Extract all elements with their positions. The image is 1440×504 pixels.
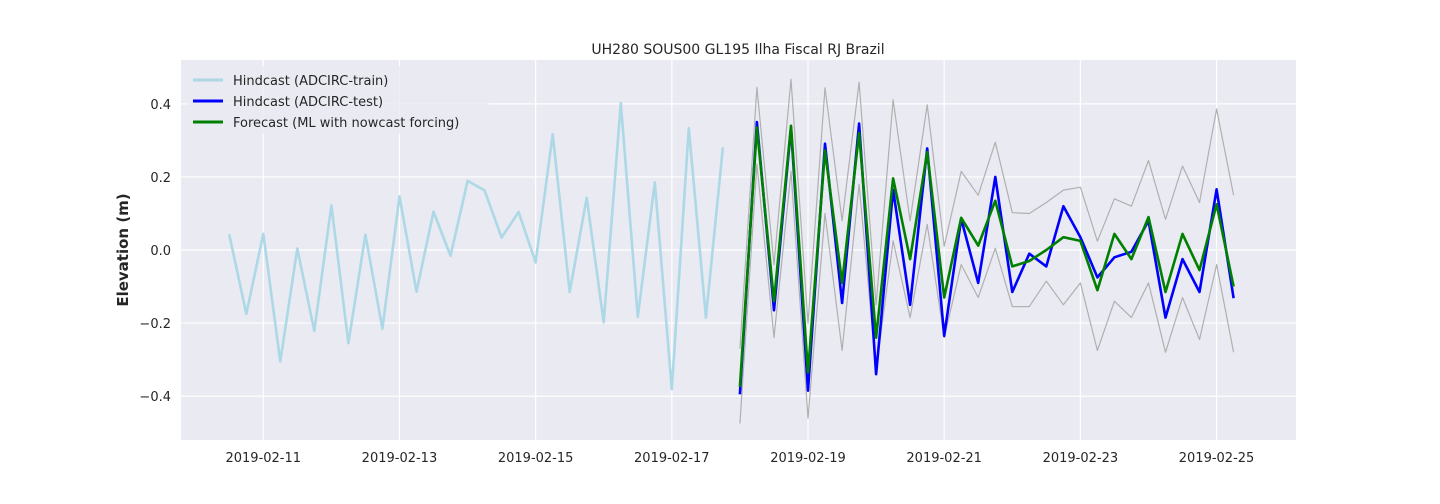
- legend-label-forecast: Forecast (ML with nowcast forcing): [233, 116, 459, 131]
- x-axis-ticks: 2019-02-11 2019-02-13 2019-02-15 2019-02-17…: [225, 451, 1254, 466]
- legend-box: [187, 66, 489, 134]
- series-line-lower-bound: [739, 163, 1235, 424]
- series-layer: [227, 78, 1235, 424]
- legend-label-test: Hindcast (ADCIRC-test): [233, 95, 383, 110]
- series-line-forecast: [738, 124, 1235, 388]
- x-tick-label: 2019-02-25: [1179, 451, 1255, 466]
- y-tick-label: 0.2: [150, 171, 171, 186]
- y-tick-label: −0.4: [139, 390, 171, 405]
- x-tick-label: 2019-02-23: [1043, 451, 1119, 466]
- legend-label-train: Hindcast (ADCIRC-train): [233, 74, 388, 89]
- x-tick-label: 2019-02-13: [362, 451, 438, 466]
- series-line-hindcast-train: [227, 101, 725, 391]
- x-tick-label: 2019-02-11: [225, 451, 301, 466]
- x-tick-label: 2019-02-21: [906, 451, 982, 466]
- y-tick-label: 0.0: [150, 244, 171, 259]
- y-tick-label: 0.4: [150, 98, 171, 113]
- y-axis-ticks: −0.4 −0.2 0.0 0.2 0.4: [139, 98, 171, 405]
- y-axis-label: Elevation (m): [114, 193, 132, 306]
- x-tick-label: 2019-02-15: [498, 451, 574, 466]
- series-line-upper-bound: [739, 78, 1235, 349]
- x-tick-label: 2019-02-19: [770, 451, 846, 466]
- legend: Hindcast (ADCIRC-train) Hindcast (ADCIRC…: [187, 66, 489, 134]
- chart-title: UH280 SOUS00 GL195 Ilha Fiscal RJ Brazil: [591, 42, 884, 58]
- y-tick-label: −0.2: [139, 317, 171, 332]
- x-tick-label: 2019-02-17: [634, 451, 710, 466]
